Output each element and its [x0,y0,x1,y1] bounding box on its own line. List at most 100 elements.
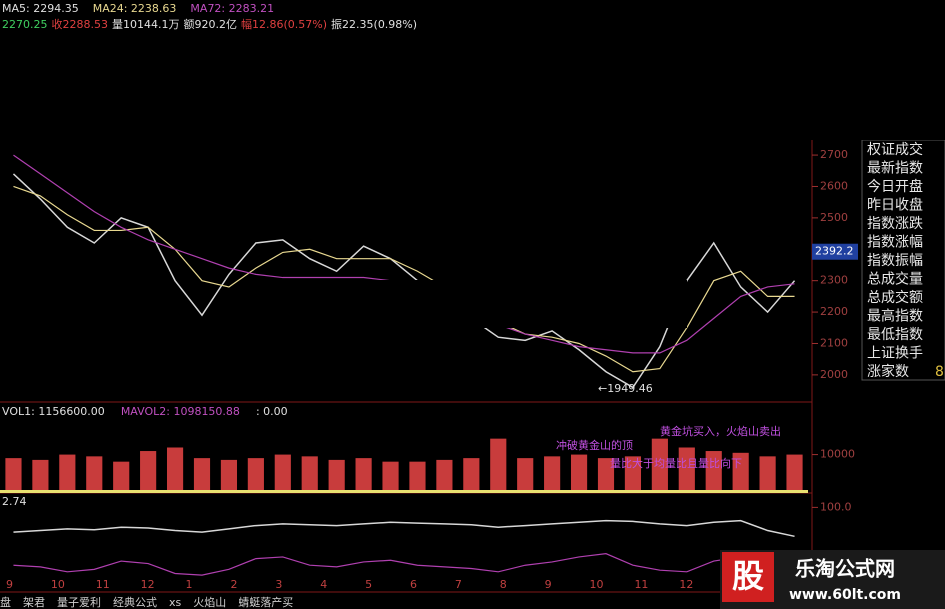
y-tick-label: 2600 [820,179,848,192]
watermark-url: www.60lt.com [789,587,901,603]
tab[interactable]: 经典公式 [113,595,157,609]
side-item: 涨家数 [867,363,909,380]
ma-legend: MA24: 2238.63 [93,2,177,15]
volume-bar [678,447,695,490]
tab[interactable]: 量子爱利 [57,596,101,609]
side-item: 总成交额 [867,289,923,306]
volume-bar [5,458,22,490]
quote-field: 量10144.1万 [112,18,180,31]
volume-bar [409,461,426,490]
volume-bar [624,456,642,490]
volume-bar [274,454,291,490]
last-price-box [812,243,858,260]
tab[interactable]: xs [169,596,182,609]
indicator-legend: 2.74 [2,495,27,508]
x-axis-label: 8 [500,578,507,591]
side-item: 指数涨跌 [867,216,923,232]
watermark-logo-bg [722,552,774,602]
side-item: 最新指数 [867,161,923,177]
side-item: 指数涨幅 [867,235,923,251]
low-annotation: ←1949.46 [598,382,653,395]
volume-bar [436,459,453,490]
volume-bar [651,438,668,490]
indicator-legend: MAVOL2: 1098150.88 [121,405,240,418]
volume-bar [328,459,345,490]
ma-legend: MA72: 2283.21 [190,2,274,15]
volume-bar [301,456,318,490]
tab[interactable]: 盘 [0,595,11,609]
x-axis-label: 3 [275,578,282,591]
volume-bar [247,458,264,490]
volume-bar [463,458,480,490]
signal-annotation: 冲破黄金山的顶 [556,438,633,452]
volume-baseline [0,490,808,493]
indicator-legend: : 0.00 [256,405,288,418]
y-tick-label: 2100 [820,336,848,349]
x-axis-label: 12 [141,578,155,591]
x-axis-label: 4 [320,578,327,591]
x-axis-label: 12 [679,578,693,591]
watermark-name: 乐淘公式网 [795,557,895,581]
side-value: 8 [935,364,944,380]
side-item: 昨日收盘 [867,197,923,214]
volume-bar [140,451,157,490]
mask-box [258,280,687,328]
y-tick-label: 2200 [820,305,848,318]
x-axis-label: 2 [230,578,237,591]
y-tick-label: 2300 [820,274,848,287]
side-item: 总成交量 [867,271,923,288]
x-axis-label: 10 [590,578,604,591]
volume-bar [759,456,776,490]
volume-bar [382,461,399,490]
side-item: 最低指数 [867,327,923,343]
last-price-label: 2392.2 [815,245,854,258]
series-line [13,519,795,538]
volume-bar [544,456,561,490]
quote-field: 收2288.53 [52,17,109,31]
side-item: 权证成交 [867,141,923,158]
volume-bar [355,458,372,490]
side-item: 指数振幅 [867,253,923,269]
volume-bar [113,461,130,490]
x-axis-label: 9 [6,578,13,591]
quote-field: 振22.35(0.98%) [331,17,417,31]
volume-bar [86,456,103,490]
tab[interactable]: 蜻蜓落产买 [238,595,293,609]
y-tick-label: 100.0 [820,500,852,513]
x-axis-label: 11 [96,578,110,591]
volume-bar [705,451,722,490]
y-tick-label: 10000 [820,448,855,461]
y-tick-label: 2000 [820,368,848,381]
signal-annotation: 黄金坑买入，火焰山卖出 [660,424,781,438]
indicator-legend: VOL1: 1156600.00 [2,405,105,418]
volume-bar [220,459,238,490]
series-line [13,553,795,579]
quote-field: 额920.2亿 [184,18,238,31]
x-axis-label: 7 [455,578,462,591]
volume-bar [517,458,534,490]
x-axis-label: 6 [410,578,417,591]
quote-field: 2270.25 [2,18,48,31]
watermark-logo: 股 [732,557,764,595]
y-tick-label: 2700 [820,148,848,161]
signal-annotation: 量比大于均量比且量比向下 [610,456,742,470]
side-item: 最高指数 [867,308,923,325]
volume-bar [193,458,211,490]
x-axis-label: 11 [634,578,648,591]
x-axis-label: 1 [186,578,193,591]
volume-bar [166,447,184,490]
x-axis-label: 10 [51,578,65,591]
volume-bar [490,438,507,490]
tab[interactable]: 火焰山 [193,595,226,609]
series-line [12,173,796,389]
quote-field: 幅12.86(0.57%) [241,18,327,31]
side-item: 今日开盘 [867,178,923,195]
volume-bar [59,454,76,490]
x-axis-label: 5 [365,578,372,591]
volume-bar [570,454,588,490]
tab[interactable]: 架君 [23,596,45,609]
volume-bar [786,454,803,490]
volume-bar [32,459,49,490]
